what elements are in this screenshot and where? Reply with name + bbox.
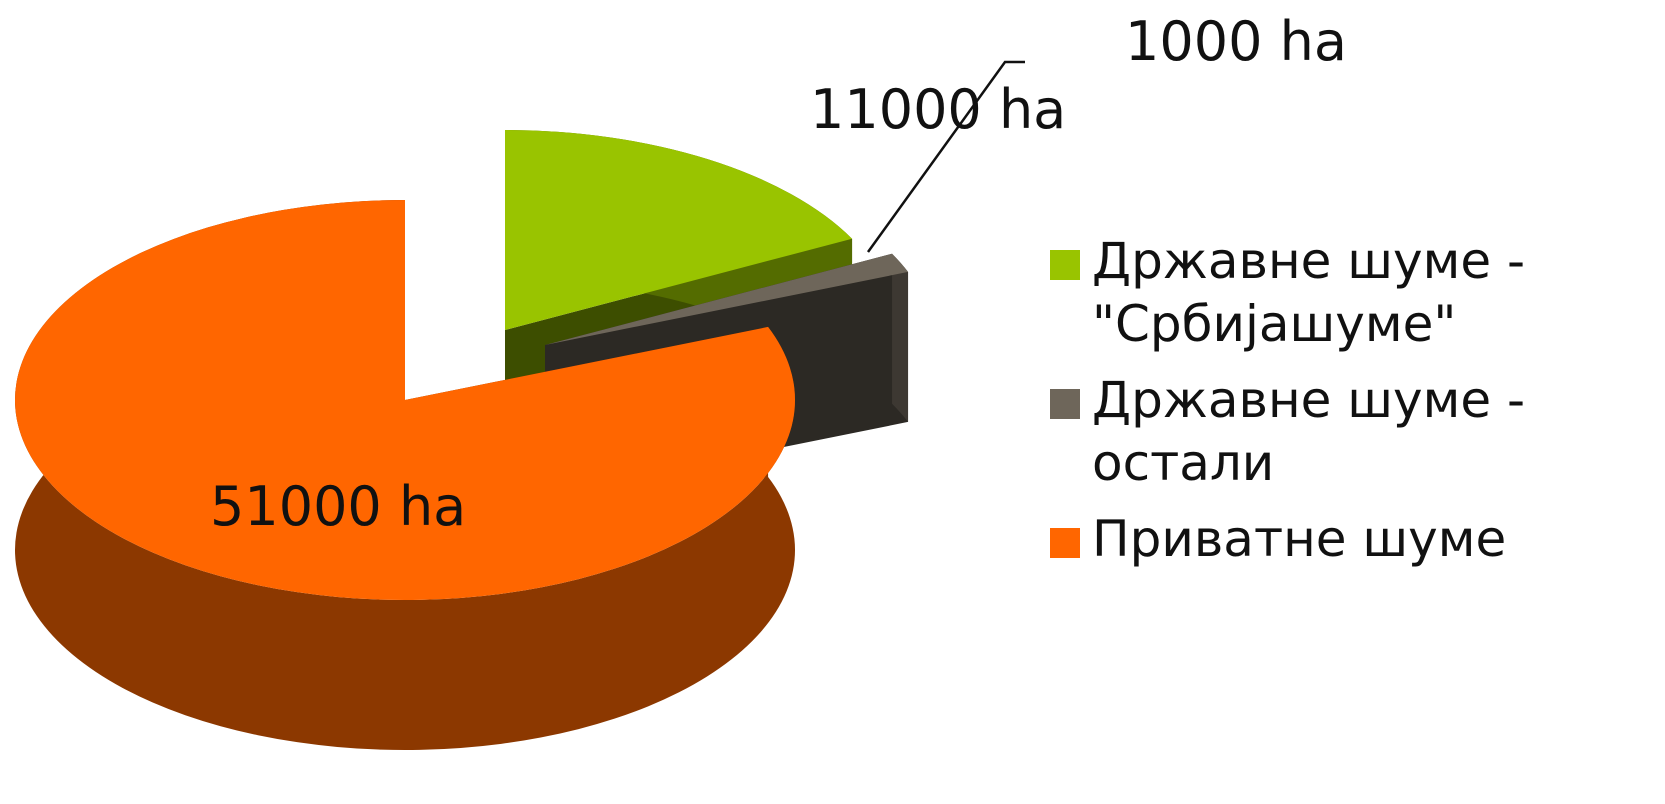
legend-item: Државне шуме - "Србијашуме" (1050, 230, 1550, 355)
legend-swatch (1050, 250, 1080, 280)
data-label: 11000 ha (810, 78, 1066, 141)
slice (505, 130, 853, 330)
data-label: 51000 ha (210, 475, 466, 538)
slice (14, 200, 796, 600)
legend-label: Приватне шуме (1092, 510, 1507, 568)
data-label: 1000 ha (1125, 10, 1347, 73)
legend-label: Државне шуме - остали (1092, 371, 1526, 492)
legend-item: Државне шуме - остали (1050, 369, 1550, 494)
slice-side (892, 253, 909, 422)
slice (545, 253, 909, 345)
legend-label: Државне шуме - "Србијашуме" (1092, 232, 1526, 353)
legend-swatch (1050, 528, 1080, 558)
legend-swatch (1050, 389, 1080, 419)
leader-line (866, 60, 1025, 253)
legend-item: Приватне шуме (1050, 508, 1550, 571)
legend: Државне шуме - "Србијашуме" Државне шуме … (1050, 230, 1550, 585)
